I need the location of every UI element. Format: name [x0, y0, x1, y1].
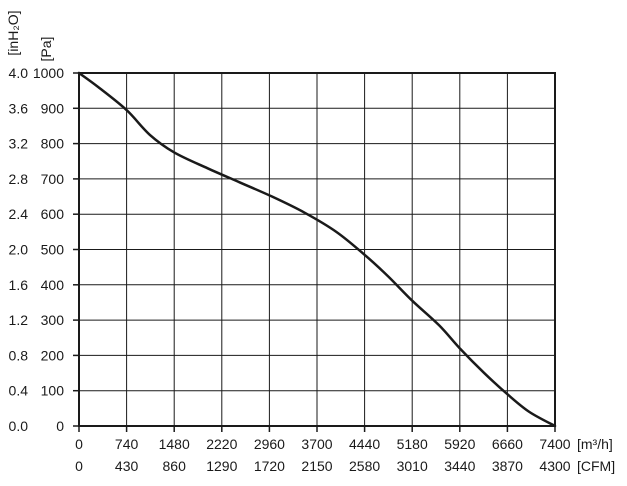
- x-tick-label-m3h: 3700: [301, 436, 332, 452]
- x-tick-label-cfm: 3440: [444, 458, 475, 474]
- label-layer: 0 740 1480 2220 2960 3700 4440 5180 5920 6660 7400…: [5, 10, 615, 474]
- plot-frame: [78, 72, 556, 427]
- series-layer: [77, 71, 557, 428]
- y-axis-unit-inh2o: [inH₂O]: [5, 10, 21, 55]
- y-tick-label-inh2o: 2.8: [9, 171, 29, 187]
- series-line: [77, 71, 557, 428]
- y-tick-label-inh2o: 3.2: [9, 136, 29, 152]
- x-tick-label-cfm: 1720: [254, 458, 285, 474]
- x-tick-label-cfm: 430: [115, 458, 139, 474]
- y-tick-label-pa: 0: [56, 418, 64, 434]
- x-tick-label-m3h: 4440: [349, 436, 380, 452]
- y-tick-label-inh2o: 0.4: [9, 383, 29, 399]
- y-tick-label-inh2o: 1.6: [9, 277, 29, 293]
- x-tick-label-m3h: 5920: [444, 436, 475, 452]
- x-axis-unit-cfm: [CFM]: [577, 458, 615, 474]
- x-tick-label-cfm: 1290: [206, 458, 237, 474]
- x-tick-label-m3h: 740: [115, 436, 139, 452]
- y-tick-label-pa: 400: [41, 277, 65, 293]
- y-tick-label-inh2o: 1.2: [9, 312, 29, 328]
- y-tick-label-pa: 100: [41, 383, 65, 399]
- x-tick-label-cfm: 3870: [492, 458, 523, 474]
- y-tick-label-pa: 300: [41, 312, 65, 328]
- y-tick-label-inh2o: 2.4: [9, 206, 29, 222]
- y-tick-label-pa: 500: [41, 242, 65, 258]
- x-tick-label-m3h: 5180: [397, 436, 428, 452]
- x-tick-label-m3h: 2960: [254, 436, 285, 452]
- y-tick-label-inh2o: 3.6: [9, 100, 29, 116]
- x-tick-label-cfm: 3010: [397, 458, 428, 474]
- grid-layer: [73, 72, 556, 432]
- y-tick-label-inh2o: 0.8: [9, 347, 29, 363]
- y-tick-label-pa: 900: [41, 100, 65, 116]
- x-tick-label-cfm: 860: [163, 458, 187, 474]
- y-tick-label-pa: 1000: [33, 65, 64, 81]
- y-axis-unit-pa: [Pa]: [38, 37, 54, 62]
- x-tick-label-m3h: 1480: [159, 436, 190, 452]
- x-tick-label-cfm: 4300: [539, 458, 570, 474]
- y-tick-label-pa: 200: [41, 347, 65, 363]
- x-tick-label-m3h: 0: [75, 436, 83, 452]
- y-tick-label-pa: 800: [41, 136, 65, 152]
- x-axis-unit-m3h: [m³/h]: [577, 436, 613, 452]
- y-tick-label-inh2o: 2.0: [9, 242, 29, 258]
- x-tick-label-m3h: 7400: [539, 436, 570, 452]
- x-tick-label-m3h: 6660: [492, 436, 523, 452]
- x-tick-label-cfm: 2150: [301, 458, 332, 474]
- x-tick-label-m3h: 2220: [206, 436, 237, 452]
- y-tick-label-inh2o: 0.0: [9, 418, 29, 434]
- y-tick-label-inh2o: 4.0: [9, 65, 29, 81]
- y-tick-label-pa: 600: [41, 206, 65, 222]
- x-tick-label-cfm: 2580: [349, 458, 380, 474]
- y-tick-label-pa: 700: [41, 171, 65, 187]
- x-tick-label-cfm: 0: [75, 458, 83, 474]
